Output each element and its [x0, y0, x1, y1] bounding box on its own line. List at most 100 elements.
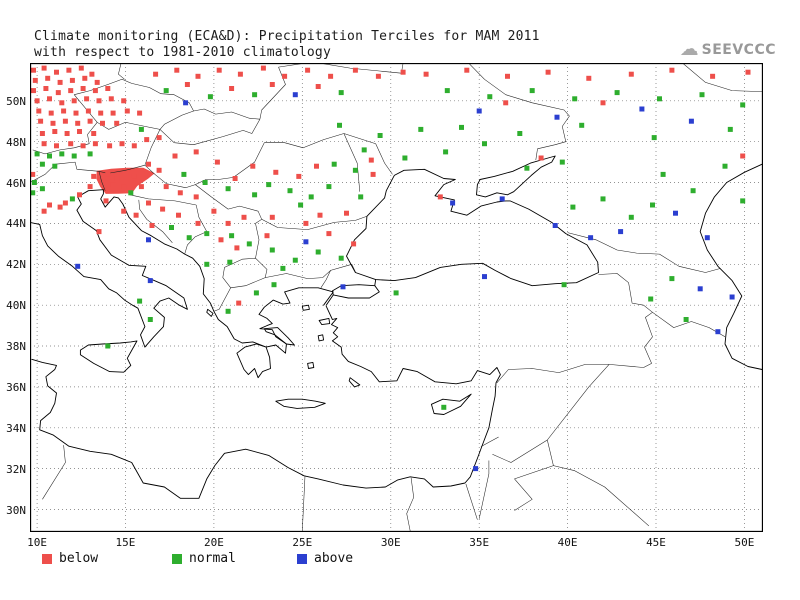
md-ua-country-border — [343, 133, 393, 175]
station-marker — [482, 274, 487, 280]
station-marker — [517, 131, 523, 136]
legend-item-normal: normal — [172, 551, 236, 566]
nile-country-border — [406, 477, 414, 532]
at-si-country-border — [98, 164, 145, 174]
ua-ru-country-border — [468, 63, 570, 161]
lon-tick-label: 45E — [646, 536, 666, 549]
lat-tick-label: 36N — [6, 380, 26, 394]
station-marker — [39, 131, 45, 136]
station-marker — [499, 196, 505, 202]
station-marker — [137, 298, 143, 304]
lb-sy-country-border — [480, 436, 499, 447]
station-marker — [252, 192, 258, 198]
station-marker — [308, 194, 314, 200]
it-at-si-country-border — [30, 161, 106, 191]
station-marker — [418, 126, 424, 132]
station-marker — [138, 126, 144, 132]
station-marker — [183, 100, 189, 106]
station-marker — [229, 86, 235, 91]
station-marker — [688, 118, 694, 124]
station-marker — [628, 214, 634, 220]
ba-rs-country-border — [184, 204, 208, 255]
station-marker — [352, 167, 358, 173]
station-marker — [54, 69, 59, 75]
station-marker — [443, 149, 449, 155]
station-marker — [697, 286, 703, 292]
station-marker — [146, 161, 151, 167]
station-marker — [473, 466, 479, 472]
map-title-line2: with respect to 1981-2010 climatology — [34, 45, 331, 60]
station-marker — [252, 92, 258, 98]
station-marker — [570, 204, 576, 210]
station-marker — [105, 171, 111, 177]
euboea-coastline — [263, 327, 295, 346]
station-marker — [78, 65, 84, 71]
station-marker — [137, 110, 143, 116]
station-marker — [370, 171, 376, 177]
lat-tick-label: 38N — [6, 340, 26, 354]
station-marker — [331, 161, 337, 167]
station-marker — [71, 98, 77, 104]
station-marker — [47, 153, 52, 159]
station-marker — [52, 129, 58, 134]
station-marker — [61, 108, 67, 114]
station-marker — [211, 208, 217, 214]
station-marker — [32, 77, 38, 83]
station-marker — [91, 173, 97, 179]
lat-tick-label: 40N — [6, 299, 26, 313]
station-marker — [69, 196, 75, 202]
station-marker — [326, 184, 332, 190]
station-marker — [503, 100, 509, 106]
station-marker — [296, 173, 302, 179]
legend-swatch-normal — [172, 553, 182, 564]
map-frame — [30, 63, 763, 532]
station-marker — [73, 110, 79, 116]
station-marker — [344, 210, 349, 216]
crete-coastline — [275, 398, 326, 409]
de-pl-country-border — [118, 63, 125, 80]
station-marker — [131, 173, 137, 179]
station-marker — [338, 255, 344, 261]
station-marker — [361, 147, 367, 153]
station-marker — [59, 100, 65, 106]
station-marker — [586, 75, 592, 81]
station-marker — [246, 241, 252, 247]
station-marker — [100, 120, 105, 126]
station-marker — [740, 153, 746, 159]
sicily-coastline — [79, 340, 138, 373]
station-marker — [108, 96, 114, 102]
station-marker — [368, 157, 374, 163]
station-marker — [260, 65, 266, 71]
station-marker — [444, 88, 450, 94]
lon-tick-label: 20E — [203, 536, 224, 549]
tr-ge-am-country-border — [598, 273, 653, 368]
station-marker — [232, 176, 238, 181]
station-marker — [298, 202, 304, 208]
black-sea-coastline — [346, 168, 599, 287]
station-marker — [110, 182, 116, 188]
station-marker — [639, 106, 645, 112]
station-marker — [400, 69, 406, 75]
station-marker — [31, 67, 36, 73]
station-marker — [69, 77, 75, 83]
station-marker — [352, 67, 358, 73]
station-marker — [75, 120, 81, 126]
station-marker — [673, 210, 678, 216]
station-marker — [57, 79, 63, 85]
station-marker — [68, 141, 74, 147]
station-marker — [337, 122, 342, 128]
station-marker — [147, 317, 153, 322]
lon-tick-label: 25E — [292, 536, 313, 549]
sk-hu-country-border — [159, 119, 261, 145]
station-marker — [618, 229, 624, 235]
lat-tick-label: 46N — [6, 176, 26, 190]
eg-il-country-border — [465, 483, 478, 520]
station-marker — [280, 265, 286, 271]
station-marker — [669, 67, 675, 73]
station-marker — [740, 198, 746, 204]
station-marker — [273, 169, 279, 175]
danube-border-country-border — [195, 184, 367, 230]
station-marker — [119, 141, 125, 147]
ro-md-country-border — [343, 133, 361, 192]
sea-of-azov-coastline — [476, 155, 556, 198]
